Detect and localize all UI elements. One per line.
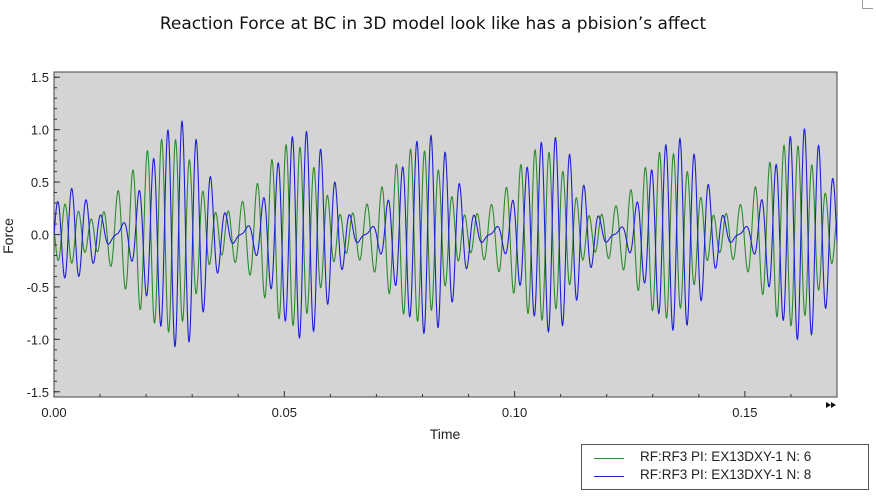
x-tick-label: 0.15 [732, 405, 757, 420]
legend-swatch-n8 [594, 476, 624, 477]
x-tick-label: 0.10 [502, 405, 527, 420]
legend-swatch-n6 [594, 458, 624, 459]
legend-item-n6: RF:RF3 PI: EX13DXY-1 N: 6 [582, 449, 868, 467]
x-tick-label: 0.00 [41, 405, 66, 420]
series-line-n8 [53, 120, 838, 348]
y-tick-label: 1.5 [31, 70, 49, 85]
legend-label-n6: RF:RF3 PI: EX13DXY-1 N: 6 [640, 449, 812, 464]
y-tick-label: 0.0 [31, 228, 49, 243]
window-corner-mark [862, 0, 873, 9]
legend-label-n8: RF:RF3 PI: EX13DXY-1 N: 8 [640, 467, 812, 482]
chart-title: Reaction Force at BC in 3D model look li… [159, 14, 707, 34]
legend-item-n8: RF:RF3 PI: EX13DXY-1 N: 8 [582, 467, 868, 485]
plot-area [53, 71, 838, 398]
x-tick-label: 0.05 [272, 405, 297, 420]
legend: RF:RF3 PI: EX13DXY-1 N: 6 RF:RF3 PI: EX1… [581, 444, 869, 490]
y-tick-label: -1.5 [27, 385, 49, 400]
y-tick-label: -0.5 [27, 280, 49, 295]
y-tick-label: 1.0 [31, 123, 49, 138]
y-tick-label: -1.0 [27, 332, 49, 347]
x-axis-title: Time [430, 426, 461, 442]
series-layer [53, 120, 838, 348]
time-end-arrows [826, 402, 836, 408]
end-arrow-icon [826, 402, 831, 408]
y-axis-title: Force [0, 218, 16, 254]
axis-layer: 0.00 0.05 0.10 0.15 1.5 1.0 0.5 0.0 -0.5 -1.0 -1.5 [27, 70, 792, 420]
series-line-n6 [53, 138, 838, 333]
y-tick-label: 0.5 [31, 175, 49, 190]
end-arrow-icon [831, 402, 836, 408]
